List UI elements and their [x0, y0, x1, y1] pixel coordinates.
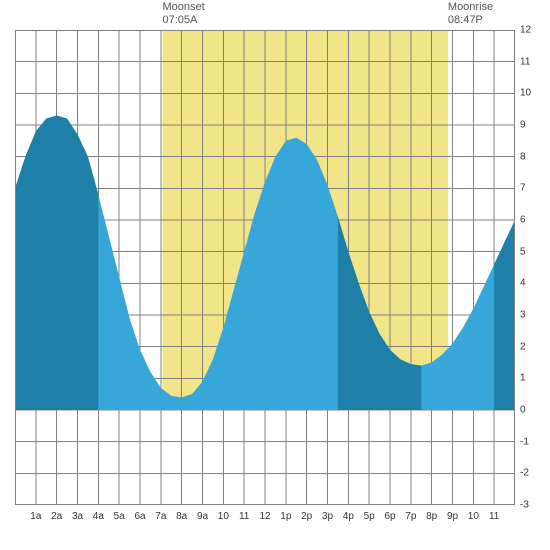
x-tick-label: 1p: [280, 511, 291, 522]
y-tick-label: -2: [520, 468, 529, 479]
y-tick-label: 7: [520, 183, 526, 194]
x-tick-label: 8p: [426, 511, 437, 522]
x-tick-label: 9p: [447, 511, 458, 522]
y-tick-label: 4: [520, 278, 526, 289]
y-axis-labels: -3-2-10123456789101112: [520, 30, 545, 505]
y-tick-label: 6: [520, 215, 526, 226]
x-tick-label: 10: [218, 511, 229, 522]
x-tick-label: 12: [259, 511, 270, 522]
y-tick-label: 0: [520, 405, 526, 416]
x-tick-label: 4a: [93, 511, 104, 522]
x-tick-label: 6a: [134, 511, 145, 522]
y-tick-label: 3: [520, 310, 526, 321]
header-time: 07:05A: [163, 14, 205, 27]
y-tick-label: 1: [520, 373, 526, 384]
y-tick-label: 2: [520, 341, 526, 352]
x-tick-label: 1a: [30, 511, 41, 522]
moonrise-label: Moonrise08:47P: [448, 1, 493, 27]
header-time: 08:47P: [448, 14, 493, 27]
x-tick-label: 2a: [51, 511, 62, 522]
x-tick-label: 5a: [114, 511, 125, 522]
y-tick-label: 11: [520, 56, 530, 67]
x-tick-label: 11: [239, 511, 249, 522]
y-tick-label: 10: [520, 88, 531, 99]
header-title: Moonrise: [448, 1, 493, 14]
y-tick-label: -3: [520, 500, 529, 511]
x-tick-label: 7p: [405, 511, 416, 522]
x-tick-label: 3p: [322, 511, 333, 522]
x-tick-label: 7a: [155, 511, 166, 522]
header-title: Moonset: [163, 1, 205, 14]
y-tick-label: 9: [520, 120, 526, 131]
moonset-label: Moonset07:05A: [163, 1, 205, 27]
x-tick-label: 4p: [343, 511, 354, 522]
y-tick-label: -1: [520, 436, 529, 447]
x-tick-label: 10: [468, 511, 479, 522]
x-tick-label: 8a: [176, 511, 187, 522]
x-axis-labels: 1a 2a 3a 4a 5a 6a 7a 8a 9a 10 11 12 1p 2p 3p 4p 5p 6p 7p 8p…: [15, 511, 515, 525]
x-tick-label: 9a: [197, 511, 208, 522]
x-tick-label: 6p: [384, 511, 395, 522]
x-tick-label: 5p: [364, 511, 375, 522]
x-tick-label: 3a: [72, 511, 83, 522]
x-tick-label: 11: [489, 511, 499, 522]
plot-area: [15, 30, 515, 505]
x-tick-label: 2p: [301, 511, 312, 522]
chart-svg: [15, 30, 515, 505]
y-tick-label: 12: [520, 25, 531, 36]
tide-chart: 1a2a3a4a5a6a7a8a9a1011121p2p3p4p5p6p7p8p…: [0, 0, 550, 550]
y-tick-label: 8: [520, 151, 526, 162]
y-tick-label: 5: [520, 246, 526, 257]
